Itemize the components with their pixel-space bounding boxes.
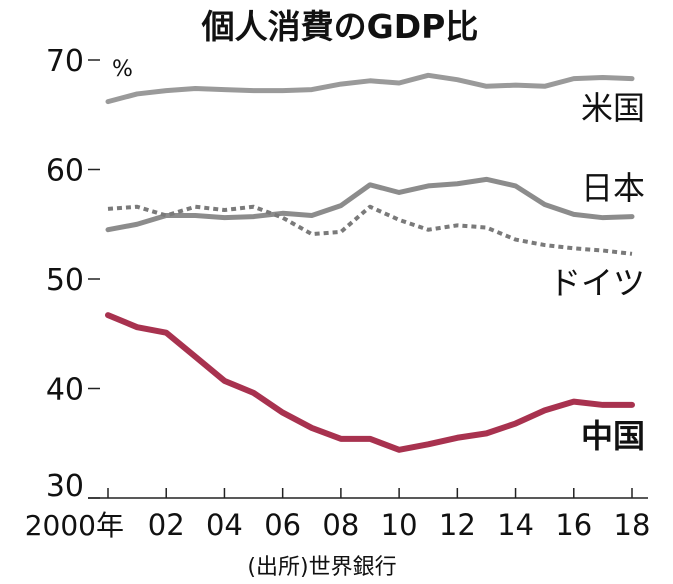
x-tick-label: 10 [381, 508, 418, 542]
source-note: (出所)世界銀行 [247, 555, 396, 580]
series-label: ドイツ [549, 264, 645, 302]
x-tick-label: 16 [555, 508, 592, 542]
y-tick-label: 60 [46, 154, 84, 189]
series-line-1 [105, 176, 635, 233]
x-tick-label: 06 [264, 508, 301, 542]
x-tick-label: 12 [439, 508, 476, 542]
x-tick-label: 04 [206, 508, 243, 542]
y-tick-label: 40 [46, 373, 84, 408]
series-line-0 [105, 72, 635, 105]
y-axis: 30 40 50 60 70 [46, 44, 100, 504]
chart-title: 個人消費のGDP比 [201, 7, 479, 46]
x-tick-label: 08 [322, 508, 359, 542]
y-tick-label: 70 [46, 44, 84, 79]
series-line-3 [105, 312, 635, 453]
series-label: 米国 [581, 89, 645, 127]
x-axis: 2000年 02 04 06 08 10 12 14 16 18 [25, 488, 651, 542]
y-tick-label: 50 [46, 263, 84, 298]
y-unit-label: % [112, 57, 133, 82]
x-tick-label: 14 [497, 508, 534, 542]
series-label: 日本 [581, 169, 645, 207]
x-tick-label: 02 [148, 508, 185, 542]
x-tick-label: 2000年 [25, 509, 124, 542]
x-tick-label: 18 [614, 508, 651, 542]
series-lines [105, 72, 635, 453]
y-tick-label: 30 [46, 469, 84, 504]
series-label: 中国 [581, 417, 645, 455]
